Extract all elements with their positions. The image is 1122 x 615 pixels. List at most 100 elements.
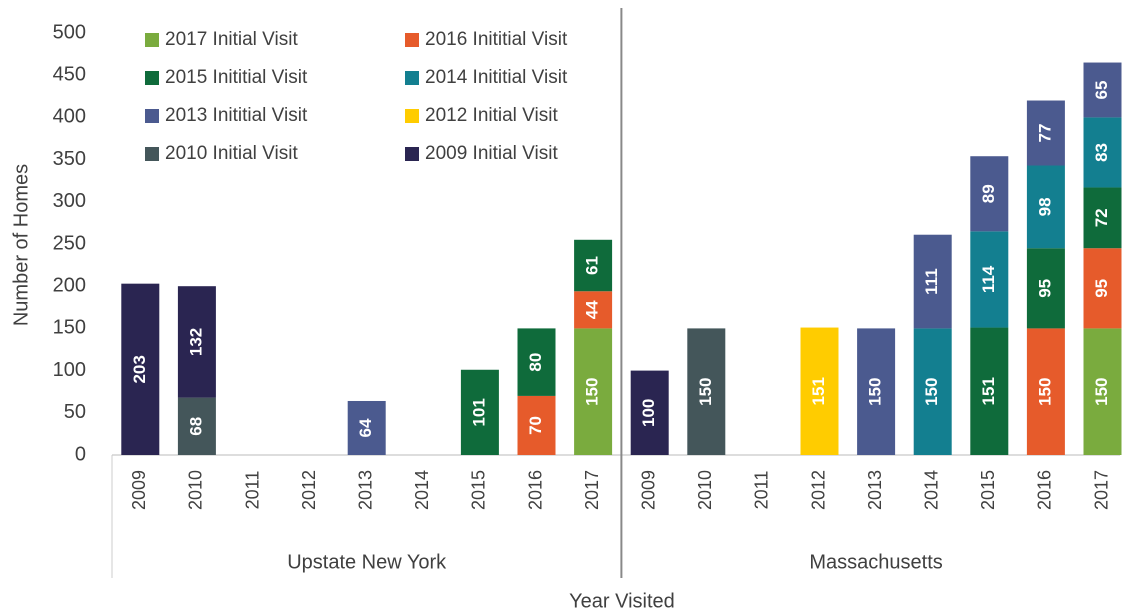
legend-label: 2014 Inititial Visit [425, 67, 568, 88]
group-label: Upstate New York [287, 551, 447, 573]
data-label: 150 [696, 378, 715, 406]
data-label: 64 [356, 418, 375, 437]
y-tick-label: 0 [75, 443, 86, 465]
data-label: 72 [1092, 208, 1111, 227]
bar-segment [970, 231, 1009, 328]
bar-segment [1083, 62, 1122, 118]
x-tick-label: 2011 [242, 471, 262, 510]
y-tick-label: 400 [53, 106, 86, 128]
x-tick-label: 2012 [299, 470, 319, 510]
y-tick-label: 350 [53, 148, 86, 170]
legend-label: 2010 Initial Visit [165, 143, 298, 164]
x-tick-label: 2011 [752, 471, 772, 510]
data-label: 150 [1092, 378, 1111, 406]
y-tick-label: 300 [53, 190, 86, 212]
legend-label: 2017 Initial Visit [165, 29, 298, 50]
y-tick-label: 50 [64, 401, 86, 423]
bar-segment [1026, 328, 1065, 455]
data-label: 151 [979, 377, 998, 405]
x-tick-label: 2014 [412, 470, 432, 510]
bar-segment [517, 328, 556, 396]
data-label: 44 [583, 300, 602, 319]
x-tick-label: 2010 [186, 470, 206, 510]
data-label: 150 [583, 378, 602, 406]
bar-segment [857, 328, 896, 455]
data-label: 77 [1035, 124, 1054, 143]
x-axis-title: Year Visited [569, 590, 675, 612]
bar-segment [630, 370, 669, 455]
x-tick-label: 2016 [525, 470, 545, 510]
data-label: 203 [130, 355, 149, 383]
legend-swatch [145, 71, 159, 85]
legend-swatch [145, 109, 159, 123]
bar-segment [1026, 100, 1065, 166]
data-label: 150 [866, 378, 885, 406]
y-tick-label: 100 [53, 359, 86, 381]
x-tick-label: 2009 [638, 470, 658, 510]
y-axis-title: Number of Homes [10, 164, 32, 326]
legend-label: 2009 Initial Visit [425, 143, 558, 164]
x-tick-label: 2017 [582, 470, 602, 510]
x-tick-label: 2015 [469, 470, 489, 510]
bar-segment [574, 239, 613, 292]
y-tick-label: 150 [53, 317, 86, 339]
legend-label: 2012 Initial Visit [425, 105, 558, 126]
bar-segment [574, 291, 613, 329]
data-label: 150 [1035, 378, 1054, 406]
legend-swatch [405, 33, 419, 47]
data-label: 95 [1092, 279, 1111, 298]
bar-segment [1083, 117, 1122, 188]
bar-segment [1083, 248, 1122, 329]
bar-segment [970, 327, 1009, 455]
group-label: Massachusetts [809, 551, 942, 573]
bar-segment [347, 400, 386, 455]
x-tick-label: 2010 [695, 470, 715, 510]
legend-swatch [405, 71, 419, 85]
x-tick-label: 2014 [921, 470, 941, 510]
bar-segment [517, 395, 556, 455]
data-label: 68 [186, 417, 205, 436]
legend-swatch [405, 109, 419, 123]
data-label: 101 [469, 398, 488, 426]
data-label: 150 [922, 378, 941, 406]
bar-segment [1026, 165, 1065, 249]
bar-segment [1083, 328, 1122, 455]
x-tick-label: 2015 [978, 470, 998, 510]
y-tick-label: 500 [53, 21, 86, 43]
x-tick-label: 2009 [129, 470, 149, 510]
legend-label: 2015 Inititial Visit [165, 67, 308, 88]
legend-label: 2013 Inititial Visit [165, 105, 308, 126]
y-tick-label: 250 [53, 232, 86, 254]
data-label: 95 [1035, 279, 1054, 298]
legend-label: 2016 Inititial Visit [425, 29, 568, 50]
x-tick-label: 2012 [808, 470, 828, 510]
x-tick-label: 2016 [1035, 470, 1055, 510]
bar-segment [913, 234, 952, 329]
data-label: 132 [186, 328, 205, 356]
x-tick-label: 2013 [865, 470, 885, 510]
bar-segment [687, 328, 726, 455]
data-label: 65 [1092, 81, 1111, 100]
bar-segment [121, 283, 160, 455]
data-label: 114 [979, 265, 998, 293]
bar-segment [460, 369, 499, 455]
data-label: 89 [979, 184, 998, 203]
data-label: 70 [526, 416, 545, 435]
data-label: 100 [639, 399, 658, 427]
bar-segment [800, 327, 839, 455]
y-tick-label: 450 [53, 63, 86, 85]
bar-segment [970, 156, 1009, 232]
data-label: 151 [809, 377, 828, 405]
x-tick-label: 2017 [1091, 470, 1111, 510]
data-label: 80 [526, 353, 545, 372]
data-label: 98 [1035, 197, 1054, 216]
data-label: 111 [922, 268, 941, 295]
data-label: 83 [1092, 143, 1111, 162]
y-tick-label: 200 [53, 274, 86, 296]
legend-swatch [145, 147, 159, 161]
bar-segment [1083, 187, 1122, 249]
x-tick-label: 2013 [355, 470, 375, 510]
bar-segment [177, 286, 216, 398]
bar-segment [913, 328, 952, 455]
